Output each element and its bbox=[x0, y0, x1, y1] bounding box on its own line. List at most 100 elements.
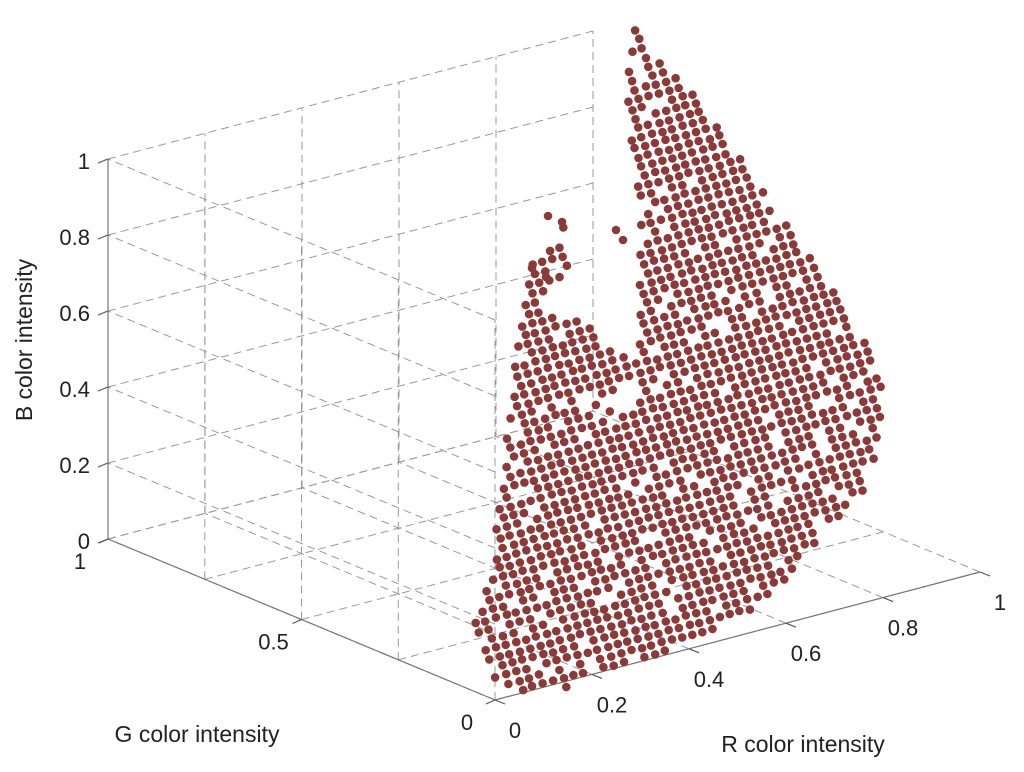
data-point bbox=[548, 648, 558, 657]
data-point bbox=[701, 124, 710, 134]
data-point bbox=[702, 576, 712, 585]
data-point bbox=[691, 186, 700, 196]
data-point bbox=[490, 673, 500, 682]
data-point bbox=[710, 358, 719, 368]
data-point bbox=[584, 530, 593, 539]
data-point bbox=[765, 265, 775, 274]
data-point bbox=[679, 484, 688, 494]
data-point bbox=[674, 260, 683, 269]
data-point bbox=[740, 292, 750, 301]
data-point bbox=[552, 655, 561, 665]
data-point bbox=[778, 330, 788, 340]
data-point bbox=[790, 513, 799, 523]
data-point bbox=[522, 546, 531, 555]
data-point bbox=[570, 553, 579, 563]
data-point bbox=[624, 578, 634, 587]
data-point bbox=[831, 502, 841, 512]
data-point bbox=[832, 296, 841, 306]
data-point bbox=[639, 347, 648, 357]
data-point bbox=[792, 308, 801, 317]
data-point bbox=[845, 449, 854, 459]
data-point bbox=[772, 341, 781, 351]
data-point bbox=[530, 328, 540, 338]
data-point bbox=[563, 416, 573, 426]
data-point bbox=[502, 552, 511, 562]
data-point bbox=[638, 525, 647, 534]
data-point bbox=[735, 606, 744, 616]
data-point bbox=[828, 494, 837, 504]
data-point bbox=[578, 668, 588, 678]
data-point bbox=[726, 550, 736, 560]
data-point bbox=[731, 352, 740, 362]
data-point bbox=[519, 390, 529, 399]
data-point bbox=[597, 477, 606, 486]
data-point bbox=[795, 434, 804, 444]
data-point bbox=[673, 201, 683, 211]
data-point bbox=[524, 309, 534, 319]
data-point bbox=[671, 133, 680, 143]
data-point bbox=[566, 574, 576, 584]
data-point bbox=[508, 569, 518, 579]
data-point bbox=[780, 516, 790, 525]
data-point bbox=[544, 482, 553, 492]
data-point bbox=[529, 534, 538, 544]
data-point bbox=[562, 564, 572, 574]
data-point bbox=[701, 302, 710, 311]
data-point bbox=[666, 361, 675, 370]
data-point bbox=[694, 136, 703, 146]
data-point bbox=[872, 374, 881, 383]
data-point bbox=[721, 296, 730, 306]
data-point bbox=[592, 370, 601, 380]
data-point bbox=[671, 525, 680, 534]
data-point bbox=[710, 328, 720, 338]
data-point bbox=[678, 209, 687, 219]
data-point bbox=[842, 352, 851, 361]
data-point bbox=[825, 338, 834, 347]
data-point bbox=[791, 425, 801, 435]
data-point bbox=[862, 405, 871, 415]
data-point bbox=[804, 519, 813, 529]
data-point bbox=[836, 305, 845, 314]
data-point bbox=[590, 489, 600, 498]
data-point bbox=[521, 300, 530, 310]
data-point bbox=[641, 445, 651, 455]
data-point bbox=[662, 380, 672, 390]
data-point bbox=[548, 342, 558, 352]
data-point bbox=[554, 390, 564, 400]
data-point bbox=[571, 346, 580, 356]
data-point bbox=[563, 624, 572, 633]
data-point bbox=[734, 421, 743, 430]
data-point bbox=[676, 387, 685, 396]
y-tick-mark bbox=[292, 618, 302, 625]
data-point bbox=[798, 324, 808, 334]
data-point bbox=[785, 259, 795, 269]
data-point bbox=[739, 223, 748, 232]
data-point bbox=[859, 367, 868, 376]
data-point bbox=[644, 632, 653, 641]
data-point bbox=[697, 176, 707, 185]
data-point bbox=[688, 90, 697, 99]
data-point bbox=[530, 417, 539, 427]
data-point bbox=[640, 592, 649, 602]
data-point bbox=[557, 429, 566, 439]
data-point bbox=[680, 248, 690, 258]
data-point bbox=[546, 609, 555, 618]
data-point bbox=[570, 434, 579, 444]
data-point bbox=[527, 348, 537, 357]
data-point bbox=[570, 612, 579, 621]
data-point bbox=[518, 685, 528, 695]
data-point bbox=[663, 204, 673, 214]
data-point bbox=[573, 533, 582, 542]
data-point bbox=[661, 558, 671, 568]
data-point bbox=[685, 620, 695, 630]
data-point bbox=[723, 454, 733, 463]
data-point bbox=[685, 503, 694, 513]
data-point bbox=[612, 484, 621, 493]
data-point bbox=[531, 357, 540, 366]
x-tick-label: 0 bbox=[509, 718, 521, 743]
data-point bbox=[525, 584, 534, 594]
data-point bbox=[653, 236, 662, 245]
data-point bbox=[726, 462, 735, 471]
data-point bbox=[792, 396, 801, 406]
data-point bbox=[641, 563, 650, 573]
